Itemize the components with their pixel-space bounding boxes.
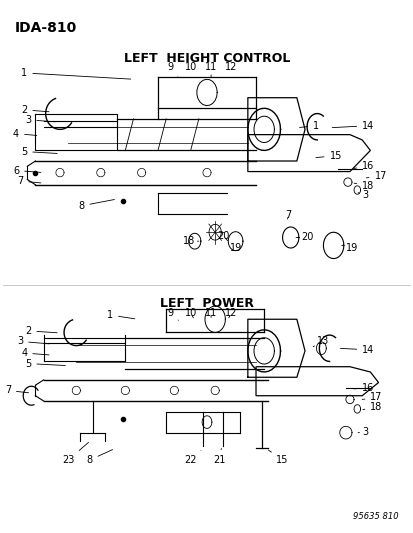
Text: 19: 19 (341, 243, 357, 253)
Text: 95635 810: 95635 810 (352, 512, 398, 521)
Text: 3: 3 (357, 426, 368, 437)
Text: 13: 13 (313, 336, 329, 346)
Text: 17: 17 (361, 392, 382, 402)
Text: 15: 15 (268, 450, 288, 465)
Text: 22: 22 (184, 450, 200, 465)
Text: 4: 4 (21, 348, 49, 358)
Text: 8: 8 (78, 199, 114, 211)
Text: 12: 12 (225, 308, 237, 318)
Text: 23: 23 (62, 442, 88, 465)
Text: 10: 10 (184, 308, 196, 318)
Text: 14: 14 (339, 345, 373, 355)
Text: 3: 3 (17, 336, 49, 346)
Text: 9: 9 (167, 308, 178, 320)
Text: 1: 1 (299, 120, 318, 131)
Text: 15: 15 (315, 151, 341, 161)
Text: 1: 1 (107, 310, 135, 320)
Text: 7: 7 (17, 176, 41, 186)
Text: 5: 5 (21, 147, 57, 157)
Text: 18: 18 (353, 181, 373, 191)
Text: 16: 16 (353, 161, 373, 171)
Text: 14: 14 (332, 120, 373, 131)
Text: 19: 19 (229, 243, 241, 253)
Text: 2: 2 (25, 326, 57, 336)
Text: 10: 10 (184, 62, 196, 78)
Text: 11: 11 (204, 62, 217, 78)
Text: 3: 3 (357, 190, 368, 200)
Text: 6: 6 (13, 166, 41, 175)
Text: 21: 21 (213, 448, 225, 465)
Text: 18: 18 (362, 402, 382, 413)
Text: 5: 5 (25, 359, 65, 368)
Text: 20: 20 (295, 232, 313, 243)
Text: 20: 20 (217, 231, 229, 241)
Text: 7: 7 (5, 385, 28, 395)
Text: 12: 12 (225, 62, 237, 78)
Text: 2: 2 (21, 105, 49, 115)
Text: 8: 8 (86, 450, 112, 465)
Text: 9: 9 (167, 62, 178, 78)
Text: LEFT  POWER: LEFT POWER (159, 297, 254, 310)
Text: 18: 18 (182, 236, 198, 246)
Text: IDA-810: IDA-810 (15, 21, 77, 35)
Text: 16: 16 (353, 383, 373, 393)
Text: 17: 17 (366, 171, 386, 181)
Text: 7: 7 (285, 210, 291, 220)
Text: LEFT  HEIGHT CONTROL: LEFT HEIGHT CONTROL (123, 52, 290, 64)
Text: 4: 4 (13, 128, 37, 139)
Text: 3: 3 (25, 115, 55, 125)
Text: 11: 11 (204, 308, 217, 318)
Text: 1: 1 (21, 68, 131, 79)
